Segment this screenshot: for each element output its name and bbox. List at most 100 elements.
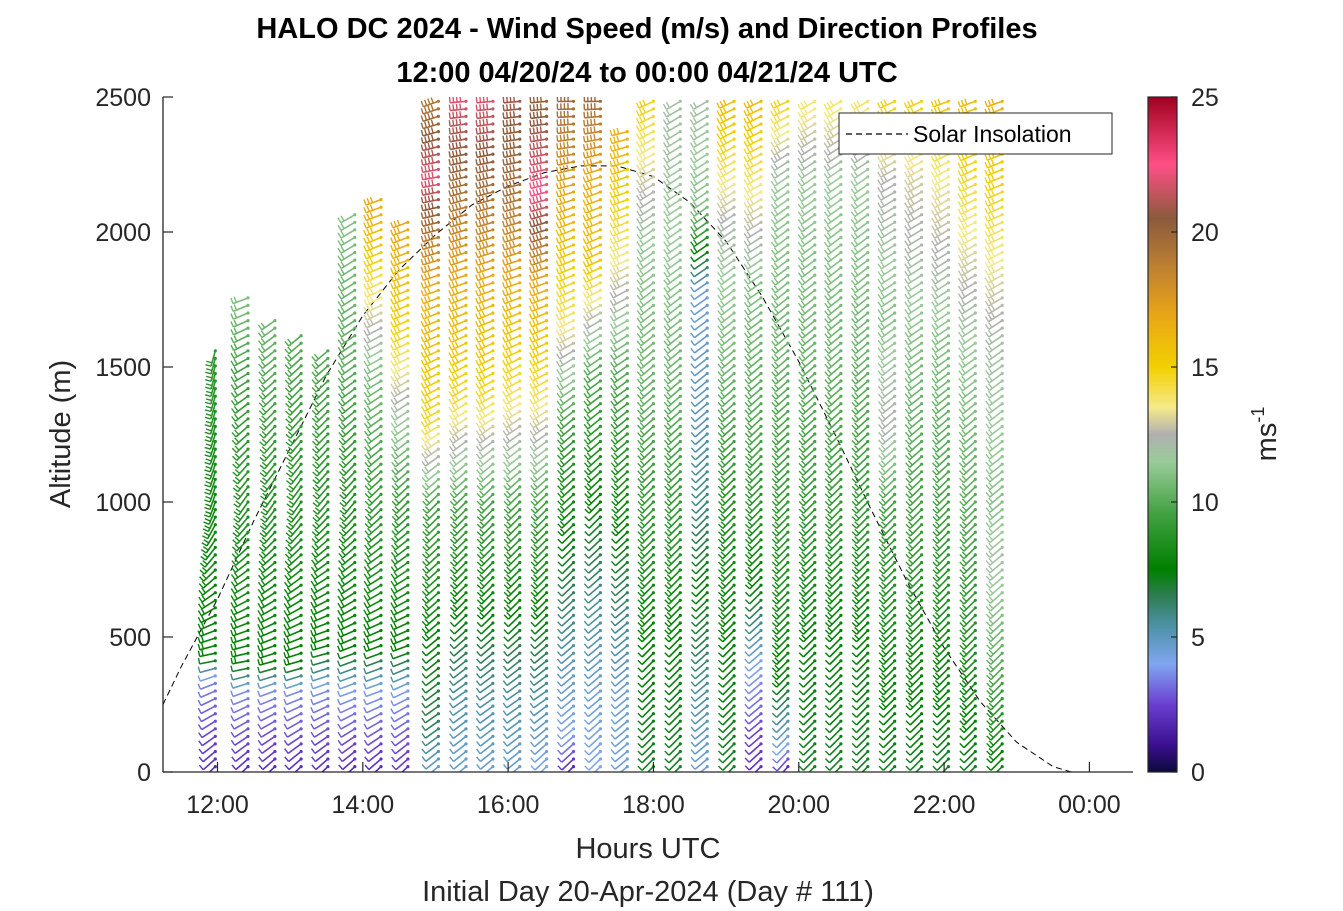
wind-barb-dot: [464, 183, 467, 186]
wind-barb-dot: [406, 720, 409, 723]
wind-barb-dot: [406, 599, 409, 602]
wind-barb-dot: [406, 372, 409, 375]
wind-barb-dot: [246, 448, 249, 451]
wind-barb-dot: [353, 531, 356, 534]
wind-barb-dot: [437, 168, 440, 171]
wind-barb-dot: [326, 629, 329, 632]
wind-barb-dot: [214, 599, 217, 602]
wind-barb-dot: [406, 455, 409, 458]
wind-barb-dot: [353, 538, 356, 541]
wind-barb-dot: [491, 538, 494, 541]
wind-barb-dot: [437, 576, 440, 579]
wind-barb-dot: [545, 274, 548, 277]
wind-barb-flag: [477, 772, 481, 777]
wind-barb-dot: [491, 417, 494, 420]
wind-barb-dot: [518, 742, 521, 745]
wind-barb-dot: [464, 304, 467, 307]
wind-barb-dot: [353, 621, 356, 624]
wind-barb-dot: [326, 735, 329, 738]
wind-barb-dot: [572, 735, 575, 738]
wind-barb-flag: [456, 135, 457, 141]
wind-barb-flag: [540, 134, 541, 140]
wind-barb-dot: [518, 153, 521, 156]
wind-barb-dot: [545, 289, 548, 292]
wind-barb-dot: [491, 221, 494, 224]
wind-barb-dot: [518, 500, 521, 503]
wind-barb-flag: [534, 112, 535, 118]
wind-barb-flag: [483, 112, 484, 118]
wind-barb-dot: [545, 697, 548, 700]
wind-barb-dot: [437, 720, 440, 723]
wind-barb-dot: [300, 712, 303, 715]
wind-barb-flag: [537, 104, 538, 110]
wind-barb-dot: [353, 606, 356, 609]
wind-barb-dot: [214, 712, 217, 715]
wind-barb-dot: [379, 455, 382, 458]
wind-barb-dot: [464, 742, 467, 745]
wind-barb-dot: [437, 546, 440, 549]
wind-barb-dot: [214, 493, 217, 496]
wind-barb-dot: [406, 379, 409, 382]
wind-barb-flag: [432, 172, 433, 178]
wind-barb-dot: [491, 372, 494, 375]
wind-barb-dot: [273, 463, 276, 466]
wind-barb-dot: [379, 372, 382, 375]
wind-barb-dot: [273, 750, 276, 753]
wind-barb-dot: [518, 765, 521, 768]
wind-barb-dot: [491, 327, 494, 330]
wind-barb-dot: [246, 357, 249, 360]
wind-barb-dot: [273, 432, 276, 435]
wind-barb-dot: [545, 546, 548, 549]
wind-barb-dot: [518, 621, 521, 624]
wind-barb-dot: [545, 417, 548, 420]
wind-barb-dot: [246, 606, 249, 609]
wind-barb-dot: [518, 478, 521, 481]
wind-barb-dot: [491, 183, 494, 186]
wind-barb-dot: [545, 190, 548, 193]
wind-barb-dot: [545, 327, 548, 330]
wind-barb-dot: [464, 750, 467, 753]
wind-barb-flag: [507, 128, 508, 134]
wind-barb-dot: [379, 720, 382, 723]
wind-barb-dot: [491, 440, 494, 443]
wind-barb-dot: [518, 614, 521, 617]
wind-barb-dot: [545, 213, 548, 216]
wind-barb-dot: [273, 349, 276, 352]
wind-barb-flag: [456, 119, 457, 125]
wind-barb-dot: [545, 689, 548, 692]
wind-barb-dot: [379, 652, 382, 655]
wind-barb-dot: [491, 259, 494, 262]
wind-barb-dot: [545, 100, 548, 103]
wind-barb-dot: [353, 342, 356, 345]
wind-barb-dot: [572, 727, 575, 730]
wind-barb-dot: [214, 689, 217, 692]
wind-barb-dot: [300, 531, 303, 534]
wind-barb-dot: [379, 349, 382, 352]
wind-barb-dot: [273, 372, 276, 375]
wind-barb-dot: [246, 342, 249, 345]
wind-barb-flag: [507, 135, 508, 141]
wind-barb-dot: [246, 523, 249, 526]
wind-barb-dot: [353, 357, 356, 360]
wind-barb-flag: [540, 126, 541, 132]
wind-barb-dot: [437, 765, 440, 768]
wind-barb-dot: [491, 500, 494, 503]
wind-barb-flag: [558, 774, 562, 778]
wind-barb-dot: [545, 379, 548, 382]
wind-barb-dot: [437, 478, 440, 481]
wind-barb-dot: [214, 470, 217, 473]
wind-barb-dot: [246, 425, 249, 428]
wind-barb-flag: [510, 142, 511, 148]
wind-barb-dot: [545, 516, 548, 519]
wind-barb-dot: [406, 478, 409, 481]
wind-barb-dot: [379, 213, 382, 216]
wind-barb-dot: [491, 130, 494, 133]
wind-barb-dot: [353, 697, 356, 700]
wind-barb-flag: [487, 104, 488, 110]
wind-barb-dot: [406, 546, 409, 549]
wind-barb-dot: [246, 364, 249, 367]
wind-barb-dot: [491, 727, 494, 730]
wind-barb-dot: [353, 440, 356, 443]
wind-barb-dot: [379, 334, 382, 337]
wind-barb-dot: [379, 591, 382, 594]
